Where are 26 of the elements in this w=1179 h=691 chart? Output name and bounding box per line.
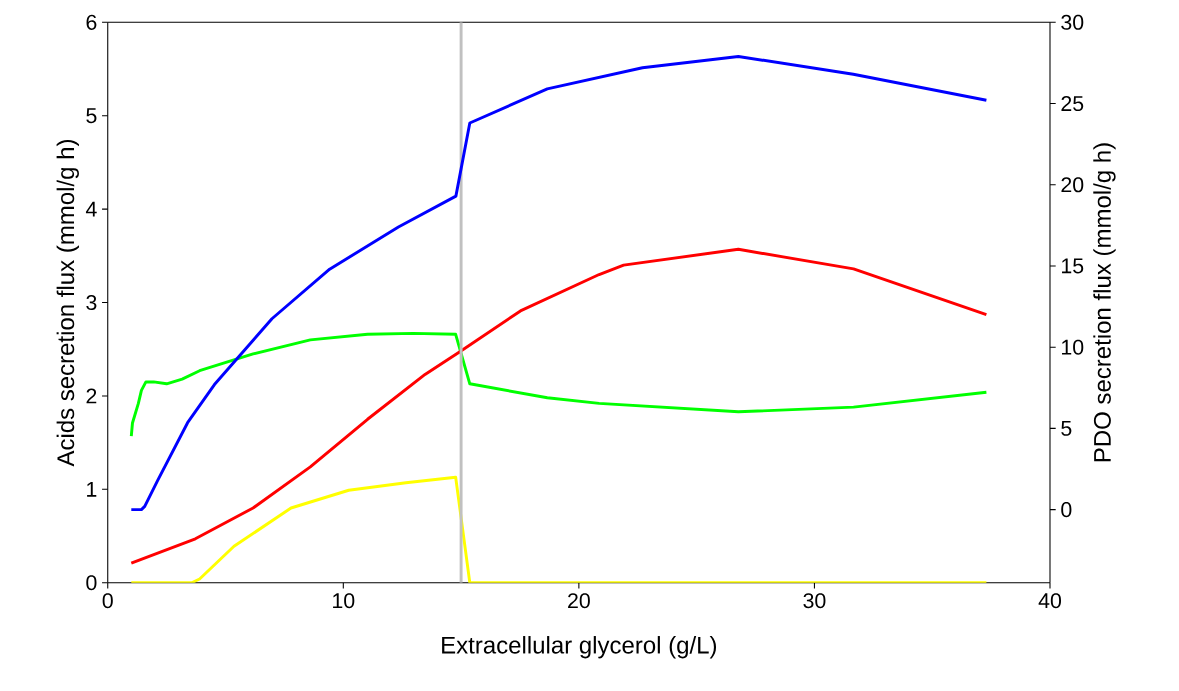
y2-tick-label: 30 bbox=[1061, 14, 1084, 30]
y2-tick-label: 5 bbox=[1061, 420, 1072, 436]
y2-tick-label: 15 bbox=[1062, 258, 1084, 274]
y-tick-label: 1 bbox=[87, 481, 97, 497]
y-tick-label: 5 bbox=[86, 108, 97, 124]
y-tick-label: 4 bbox=[85, 201, 97, 217]
x-tick-label: 0 bbox=[102, 593, 113, 609]
line-series bbox=[129, 247, 988, 565]
y2-tick-label: 20 bbox=[1061, 177, 1084, 193]
line-series bbox=[129, 475, 988, 583]
x-axis-title: Extracellular glycerol (g/L) bbox=[442, 636, 717, 659]
y2-tick-label: 0 bbox=[1061, 502, 1072, 518]
y2-tick-label: 25 bbox=[1061, 95, 1084, 112]
x-tick-label: 40 bbox=[1038, 593, 1062, 609]
line-series bbox=[129, 54, 988, 512]
y-tick-label: 2 bbox=[86, 388, 97, 404]
x-tick-label: 20 bbox=[568, 593, 590, 609]
y-tick-label: 3 bbox=[86, 294, 97, 311]
line-series bbox=[129, 331, 988, 438]
x-tick-label: 10 bbox=[333, 593, 355, 609]
y-axis-title: Acids secretion flux (mmol/g h) bbox=[56, 140, 79, 467]
y-tick-label: 0 bbox=[86, 575, 97, 591]
y2-tick-label: 10 bbox=[1062, 339, 1084, 355]
x-tick-label: 30 bbox=[803, 593, 826, 609]
y-tick-label: 6 bbox=[86, 14, 97, 30]
y2-axis-title: PDO secretion flux (mmol/g h) bbox=[1093, 143, 1116, 462]
